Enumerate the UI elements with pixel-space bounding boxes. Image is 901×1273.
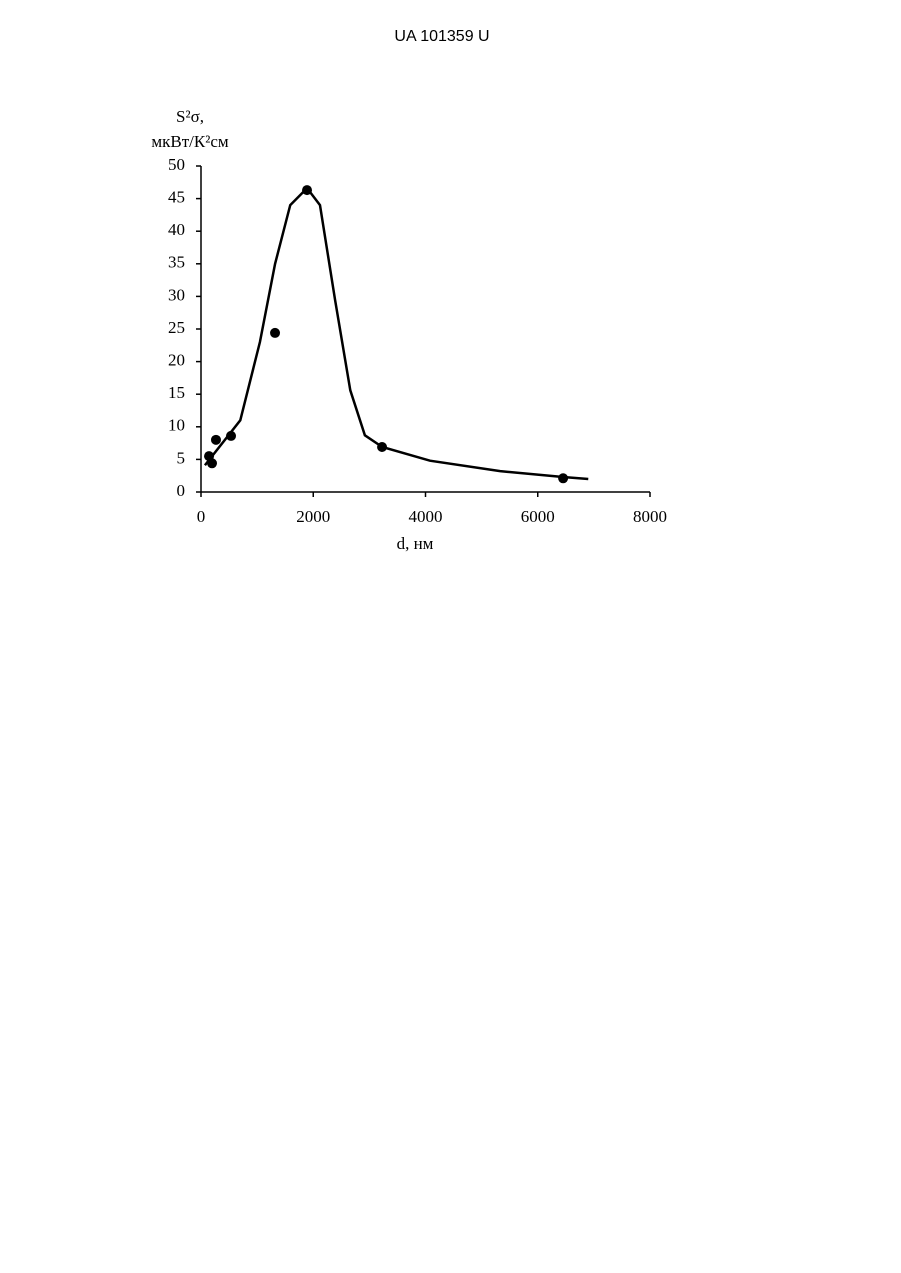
- y-tick-label: 10: [168, 416, 185, 435]
- x-tick-label: 4000: [409, 507, 443, 526]
- data-point: [207, 458, 217, 468]
- x-tick-label: 0: [197, 507, 206, 526]
- x-axis-label: d, нм: [397, 534, 434, 553]
- data-point: [377, 442, 387, 452]
- page: UA 101359 U S²σ, мкВт/К²см d, нм 0 5 10 15 2…: [0, 0, 901, 1273]
- y-tick-label: 40: [168, 220, 185, 239]
- data-point: [270, 328, 280, 338]
- data-point: [226, 431, 236, 441]
- x-tick-label: 6000: [521, 507, 555, 526]
- y-tick-label: 50: [168, 155, 185, 174]
- y-tick-label: 45: [168, 188, 185, 207]
- y-tick-label: 15: [168, 383, 185, 402]
- data-point: [558, 473, 568, 483]
- x-tick-label: 8000: [633, 507, 667, 526]
- y-tick-label: 25: [168, 318, 185, 337]
- data-point: [211, 435, 221, 445]
- data-point: [302, 185, 312, 195]
- y-axis-label: S²σ,: [176, 107, 204, 126]
- y-tick-label: 30: [168, 285, 185, 304]
- y-tick-label: 35: [168, 253, 185, 272]
- fit-curve: [205, 188, 588, 479]
- y-tick-label: 0: [177, 481, 186, 500]
- page-header: UA 101359 U: [394, 28, 489, 45]
- y-tick-label: 5: [177, 448, 186, 467]
- x-tick-label: 2000: [296, 507, 330, 526]
- y-tick-label: 20: [168, 351, 185, 370]
- y-axis-label: мкВт/К²см: [151, 132, 228, 151]
